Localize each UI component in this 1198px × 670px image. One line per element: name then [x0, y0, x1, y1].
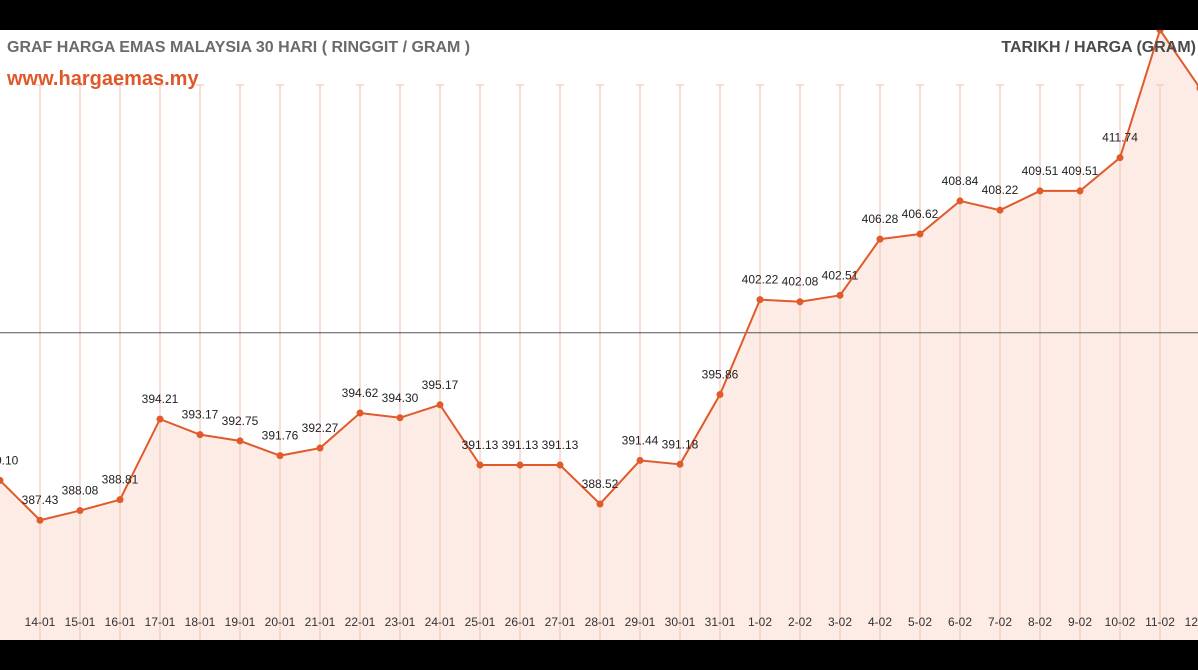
data-label: 391.13 [502, 438, 539, 452]
data-point [636, 456, 644, 464]
data-label: 395.86 [702, 368, 739, 382]
website-link[interactable]: www.hargaemas.my [7, 68, 199, 90]
data-label: 411.74 [1102, 131, 1138, 145]
data-point [996, 206, 1004, 214]
data-label: 388.81 [102, 473, 139, 487]
x-tick-label: 29-01 [625, 615, 656, 629]
x-tick-label: 17-01 [145, 615, 176, 629]
data-label: 395.17 [422, 378, 459, 392]
data-point [316, 444, 324, 452]
data-label: 388.52 [582, 477, 619, 491]
data-point [156, 415, 164, 423]
data-label: 391.18 [662, 437, 699, 451]
data-point [436, 401, 444, 409]
x-tick-label: 19-01 [225, 615, 256, 629]
data-point [276, 452, 284, 460]
data-point [36, 516, 44, 524]
data-point [1076, 187, 1084, 195]
x-tick-label: 10-02 [1105, 615, 1136, 629]
data-point [516, 461, 524, 469]
data-label: 392.75 [222, 414, 259, 428]
data-point [596, 500, 604, 508]
x-tick-label: 3-02 [828, 615, 852, 629]
data-label: 390.10 [0, 453, 19, 467]
x-tick-label: 28-01 [585, 615, 616, 629]
chart-plot: 390.10 387.43 14-01 388.08 15-01 388.81 16-01 3… [0, 30, 1198, 640]
x-tick-label: 22-01 [345, 615, 376, 629]
x-tick-label: 31-01 [705, 615, 736, 629]
x-tick-label: 20-01 [265, 615, 296, 629]
data-point [756, 296, 764, 304]
data-label: 402.51 [822, 268, 859, 282]
x-tick-label: 14-01 [25, 615, 56, 629]
data-label: 408.22 [982, 183, 1019, 197]
x-tick-label: 23-01 [385, 615, 416, 629]
data-point [396, 414, 404, 422]
data-point [476, 461, 484, 469]
x-tick-label: 18-01 [185, 615, 216, 629]
x-tick-label: 21-01 [305, 615, 336, 629]
data-point [956, 197, 964, 205]
data-label: 391.13 [462, 438, 499, 452]
data-label: 402.08 [782, 275, 819, 289]
x-tick-label: 4-02 [868, 615, 892, 629]
x-tick-label: 30-01 [665, 615, 696, 629]
x-tick-label: 27-01 [545, 615, 576, 629]
data-point [796, 298, 804, 306]
data-label: 406.62 [902, 207, 939, 221]
data-label: 408.84 [942, 174, 979, 188]
area-fill [0, 30, 1198, 640]
data-label: 394.21 [142, 392, 179, 406]
data-point [236, 437, 244, 445]
data-point [0, 476, 4, 484]
data-label: 409.51 [1062, 164, 1099, 178]
legend-title: TARIKH / HARGA (GRAM) [1001, 39, 1196, 56]
data-point [1116, 154, 1124, 162]
data-label: 391.13 [542, 438, 579, 452]
gold-price-chart: 390.10 387.43 14-01 388.08 15-01 388.81 16-01 3… [0, 30, 1198, 640]
data-point [356, 409, 364, 417]
data-label: 391.76 [262, 429, 299, 443]
data-point [196, 431, 204, 439]
data-point [1156, 30, 1164, 34]
data-label: 392.27 [302, 421, 339, 435]
data-point [556, 461, 564, 469]
x-tick-label: 1-02 [748, 615, 772, 629]
x-tick-label: 24-01 [425, 615, 456, 629]
x-tick-label: 15-01 [65, 615, 96, 629]
data-point [76, 507, 84, 515]
x-tick-label: 12-02 [1185, 615, 1198, 629]
data-point [1036, 187, 1044, 195]
data-label: 406.28 [862, 212, 899, 226]
data-label: 402.22 [742, 273, 779, 287]
data-point [676, 460, 684, 468]
data-label: 388.08 [62, 484, 99, 498]
data-label: 391.44 [622, 433, 659, 447]
x-tick-label: 6-02 [948, 615, 972, 629]
data-point [116, 496, 124, 504]
data-point [836, 291, 844, 299]
x-tick-label: 8-02 [1028, 615, 1052, 629]
data-label: 409.51 [1022, 164, 1059, 178]
data-label: 394.30 [382, 391, 419, 405]
data-point [716, 391, 724, 399]
x-tick-label: 26-01 [505, 615, 536, 629]
x-tick-label: 5-02 [908, 615, 932, 629]
x-tick-label: 11-02 [1145, 615, 1175, 629]
data-label: 394.62 [342, 386, 379, 400]
data-label: 387.43 [22, 493, 59, 507]
data-point [916, 230, 924, 238]
x-tick-label: 9-02 [1068, 615, 1092, 629]
x-tick-label: 7-02 [988, 615, 1012, 629]
x-tick-label: 2-02 [788, 615, 812, 629]
data-point [876, 235, 884, 243]
data-label: 393.17 [182, 408, 219, 422]
chart-title: GRAF HARGA EMAS MALAYSIA 30 HARI ( RINGG… [7, 39, 471, 56]
x-tick-label: 25-01 [465, 615, 496, 629]
x-tick-label: 16-01 [105, 615, 136, 629]
